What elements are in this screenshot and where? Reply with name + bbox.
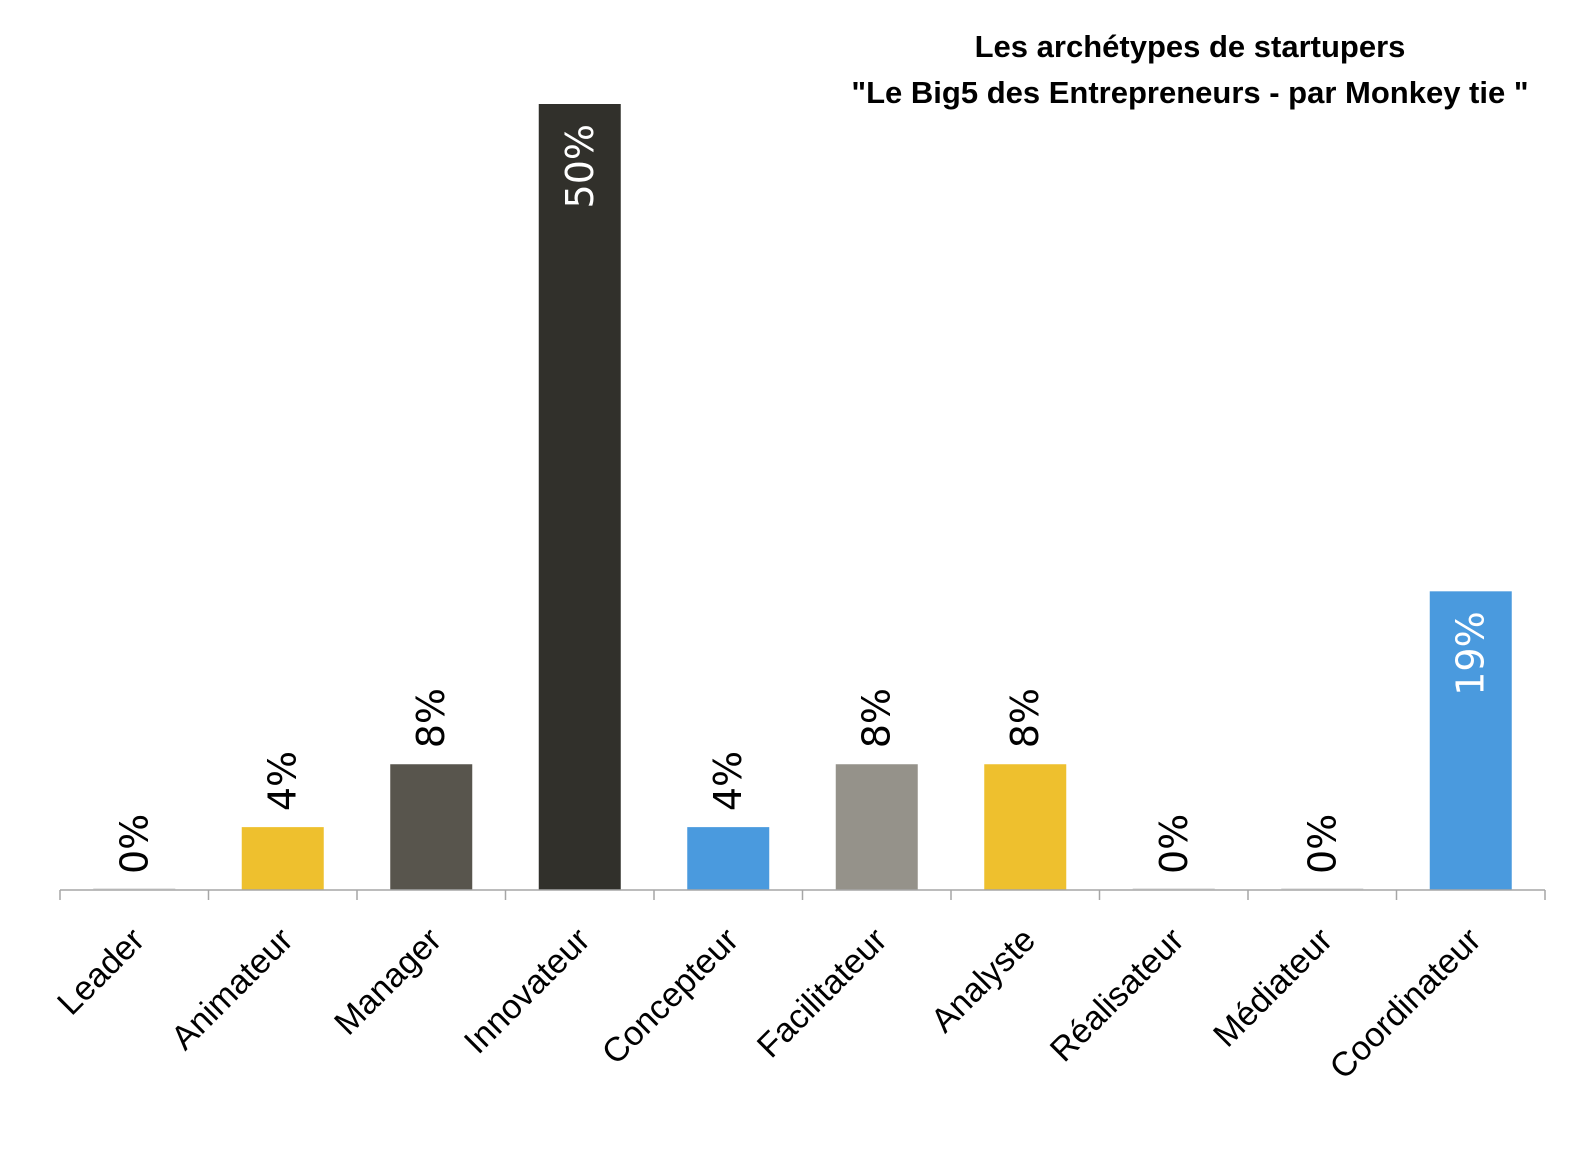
data-label-facilitateur: 8% — [855, 688, 899, 748]
x-tick-label-coordinateur: Coordinateur — [1323, 921, 1489, 1087]
bar-innovateur — [538, 104, 621, 890]
bar-coordinateur — [1429, 591, 1512, 890]
bar-leader — [93, 888, 176, 890]
x-tick-label-leader: Leader — [50, 921, 152, 1023]
data-labels-group: 0% 4% 8% 50% 4% 8% 8% 0% 0% 19% — [112, 124, 1493, 874]
chart-title: Les archétypes de startupers — [975, 29, 1406, 64]
data-label-innovateur: 50% — [558, 124, 602, 208]
data-label-leader: 0% — [112, 814, 156, 874]
x-tick-label-analyste: Analyste — [924, 921, 1043, 1040]
data-label-coordinateur: 19% — [1449, 611, 1493, 695]
data-label-animateur: 4% — [261, 751, 305, 811]
data-label-realisateur: 0% — [1152, 814, 1196, 874]
bar-manager — [390, 764, 473, 890]
bar-mediateur — [1281, 888, 1364, 890]
data-label-manager: 8% — [409, 688, 453, 748]
data-label-concepteur: 4% — [706, 751, 750, 811]
bar-analyste — [984, 764, 1067, 890]
bar-facilitateur — [835, 764, 918, 890]
x-tick-label-concepteur: Concepteur — [595, 921, 746, 1072]
bar-animateur — [241, 827, 324, 890]
data-label-analyste: 8% — [1003, 688, 1047, 748]
x-tick-label-facilitateur: Facilitateur — [750, 921, 894, 1065]
bar-concepteur — [687, 827, 770, 890]
chart-subtitle: "Le Big5 des Entrepreneurs - par Monkey … — [851, 75, 1528, 110]
x-tick-labels-group: Leader Animateur Manager InnovateurConcepte… — [50, 921, 1488, 1087]
bars-group — [93, 104, 1512, 890]
data-label-mediateur: 0% — [1300, 814, 1344, 874]
x-axis — [59, 889, 1546, 900]
x-tick-label-animateur: Animateur — [164, 921, 300, 1057]
x-tick-label-innovateur: Innovateur — [457, 921, 597, 1061]
x-tick-label-manager: Manager — [327, 921, 449, 1043]
bar-realisateur — [1132, 888, 1215, 890]
x-tick-label-realisateur: Réalisateur — [1043, 921, 1191, 1069]
x-tick-label-mediateur: Médiateur — [1206, 921, 1340, 1055]
